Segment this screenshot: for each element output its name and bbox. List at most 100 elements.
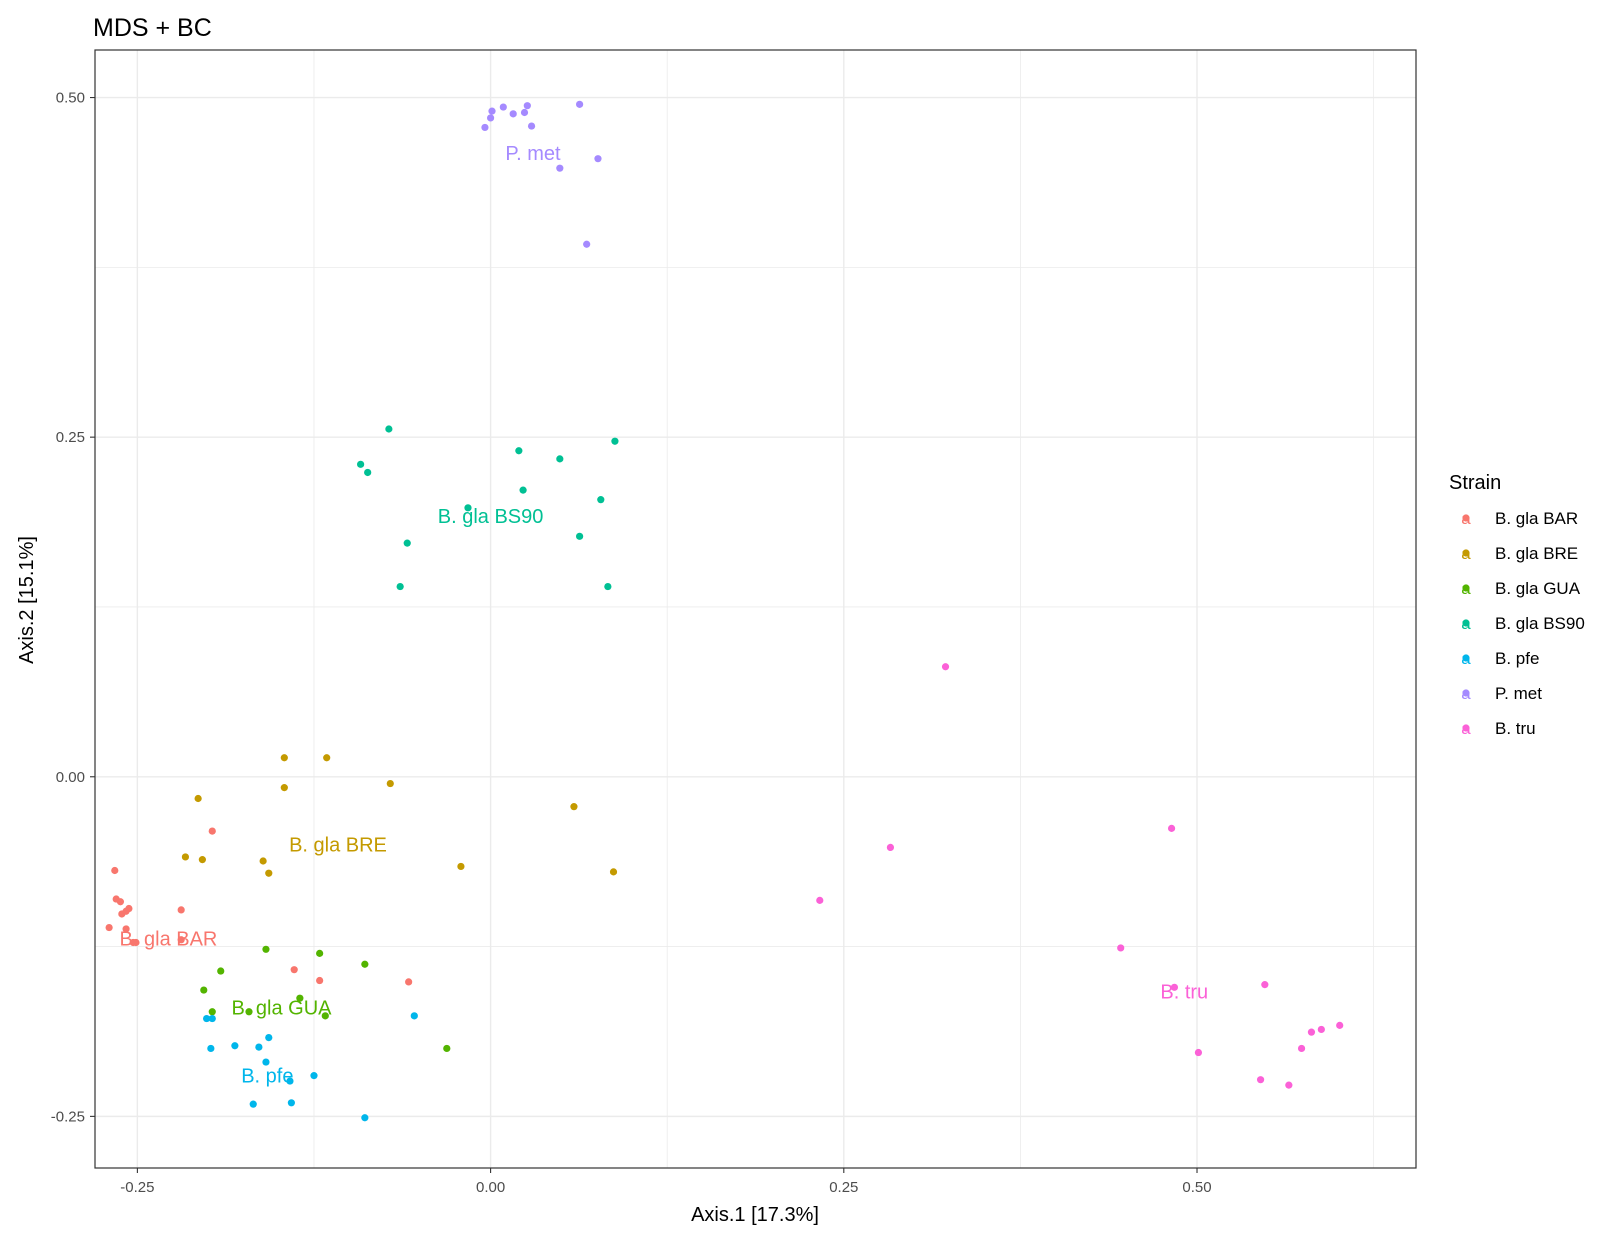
point-b-gla-gua: [262, 945, 270, 953]
point-b-pfe: [255, 1043, 263, 1051]
point-b-gla-bar: [122, 925, 130, 933]
point-b-pfe: [361, 1114, 369, 1122]
point-p-met: [576, 100, 584, 108]
grid: [95, 50, 1416, 1168]
legend-label-b-gla-gua: B. gla GUA: [1495, 579, 1581, 598]
legend-key-b-gla-bre: a: [1461, 544, 1471, 563]
point-b-gla-bs90: [364, 468, 372, 477]
point-b-gla-bs90: [576, 532, 584, 540]
point-b-gla-bar: [125, 904, 133, 913]
point-b-gla-gua: [443, 1044, 451, 1053]
point-b-tru: [1285, 1081, 1293, 1089]
point-b-gla-bs90: [464, 504, 472, 512]
point-b-gla-bar: [111, 866, 119, 875]
point-b-gla-bar: [290, 966, 298, 974]
point-b-pfe: [231, 1042, 239, 1050]
x-tick-label: 0.00: [476, 1179, 505, 1196]
legend-key-p-met: a: [1461, 684, 1471, 703]
point-b-gla-bre: [280, 784, 288, 792]
point-b-tru: [1170, 983, 1179, 991]
point-b-gla-bar: [316, 976, 324, 985]
legend-item-b-gla-gua: a B. gla GUA: [1461, 579, 1580, 598]
y-tick-label: 0.00: [56, 769, 85, 786]
point-p-met: [523, 102, 531, 110]
point-b-gla-bre: [570, 803, 578, 811]
point-b-gla-gua: [200, 986, 208, 994]
legend-point-b-tru: [1462, 724, 1470, 732]
point-b-pfe: [310, 1072, 318, 1080]
point-b-gla-bre: [265, 869, 273, 877]
legend-label-b-gla-bs90: B. gla BS90: [1495, 614, 1585, 633]
group-label-b-tru: B. tru: [1160, 981, 1208, 1003]
legend-label-b-gla-bar: B. gla BAR: [1495, 509, 1578, 528]
point-b-gla-bs90: [385, 425, 393, 433]
point-b-tru: [1307, 1028, 1316, 1036]
legend-label-b-gla-bre: B. gla BRE: [1495, 544, 1578, 563]
point-b-tru: [816, 896, 824, 904]
point-b-tru: [1117, 944, 1125, 952]
point-p-met: [481, 123, 489, 132]
legend-point-b-gla-bs90: [1462, 619, 1470, 627]
group-label-b-gla-bs90: B. gla BS90: [438, 506, 544, 528]
point-b-gla-gua: [208, 1008, 216, 1016]
point-b-pfe: [208, 1014, 216, 1023]
panel-border: [94, 49, 1417, 1169]
legend-label-b-tru: B. tru: [1495, 719, 1536, 738]
point-b-gla-gua: [321, 1012, 329, 1020]
point-b-tru: [1261, 981, 1269, 989]
legend-point-p-met: [1462, 689, 1470, 697]
point-b-pfe: [287, 1099, 295, 1107]
legend-key-b-gla-gua: a: [1461, 579, 1471, 598]
legend-item-p-met: a P. met: [1461, 684, 1542, 703]
legend-item-b-gla-bre: a B. gla BRE: [1461, 544, 1578, 563]
group-label-b-gla-bar: B. gla BAR: [120, 928, 218, 950]
point-b-pfe: [410, 1012, 418, 1020]
group-label-b-gla-bre: B. gla BRE: [289, 835, 387, 857]
x-tick-label: 0.25: [829, 1179, 858, 1196]
point-b-tru: [1256, 1076, 1265, 1084]
point-b-gla-bs90: [515, 447, 523, 455]
point-b-gla-bs90: [396, 582, 404, 591]
point-b-tru: [1297, 1044, 1306, 1053]
point-p-met: [509, 110, 517, 118]
point-b-pfe: [262, 1058, 270, 1066]
point-p-met: [486, 114, 495, 122]
legend-point-b-gla-bar: [1462, 514, 1470, 522]
group-label-b-gla-gua: B. gla GUA: [231, 998, 332, 1020]
point-b-gla-bs90: [611, 437, 619, 445]
x-axis-title: Axis.1 [17.3%]: [691, 1204, 819, 1226]
point-b-gla-bs90: [597, 496, 605, 504]
point-b-gla-bar: [208, 827, 216, 835]
point-b-gla-bs90: [556, 455, 564, 463]
legend-key-b-gla-bs90: a: [1461, 614, 1471, 633]
legend-item-b-gla-bar: a B. gla BAR: [1461, 509, 1578, 528]
point-b-gla-bar: [116, 898, 125, 906]
legend: Strain a B. gla BAR a B. gla BRE a B. gla GUA…: [1449, 472, 1585, 738]
point-b-pfe: [249, 1100, 257, 1108]
legend-item-b-tru: a B. tru: [1461, 719, 1535, 738]
point-b-gla-gua: [316, 949, 324, 957]
point-b-gla-bs90: [604, 582, 612, 591]
point-b-pfe: [286, 1077, 294, 1085]
point-b-gla-gua: [217, 967, 225, 975]
point-b-gla-bre: [609, 868, 618, 876]
point-b-gla-bre: [259, 857, 267, 865]
point-b-tru: [1194, 1048, 1203, 1057]
legend-label-b-pfe: B. pfe: [1495, 649, 1539, 668]
legend-point-b-gla-gua: [1462, 584, 1470, 592]
y-tick-label: 0.25: [56, 429, 85, 446]
point-b-gla-bar: [177, 906, 185, 914]
point-b-pfe: [203, 1014, 211, 1023]
point-p-met: [488, 107, 496, 115]
legend-key-b-tru: a: [1461, 719, 1471, 738]
point-p-met: [527, 122, 536, 130]
chart-title: MDS + BC: [93, 14, 212, 42]
point-p-met: [594, 155, 602, 163]
point-b-gla-gua: [361, 960, 369, 968]
point-b-gla-gua: [296, 994, 304, 1002]
point-b-gla-bre: [323, 754, 331, 762]
point-b-gla-bar: [105, 923, 113, 932]
x-tick-label: -0.25: [120, 1179, 154, 1196]
